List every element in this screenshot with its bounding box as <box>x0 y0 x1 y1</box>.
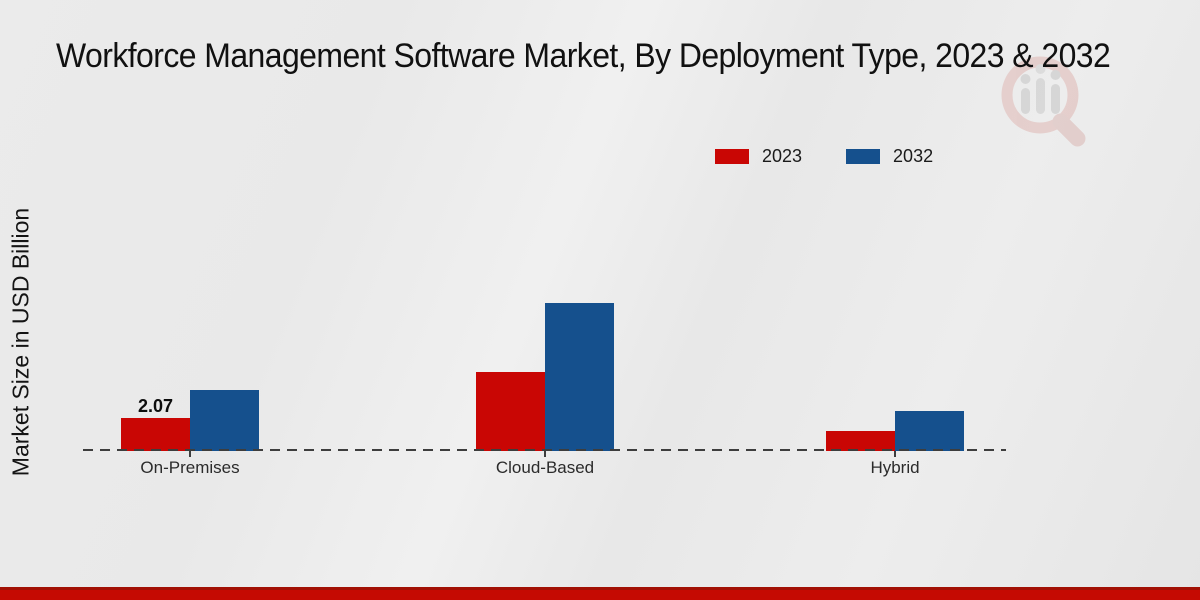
bar-2032-hybrid <box>895 411 964 451</box>
x-tick <box>894 451 896 457</box>
chart-title: Workforce Management Software Market, By… <box>56 37 1111 75</box>
y-axis-label: Market Size in USD Billion <box>7 207 34 477</box>
watermark-logo-icon <box>1001 56 1086 147</box>
bar-value-label: 2.07 <box>137 395 174 416</box>
x-axis-baseline <box>83 449 1006 451</box>
legend-label-2023: 2023 <box>762 146 803 166</box>
legend-swatch-2032 <box>846 149 881 164</box>
category-label-on-premises: On-Premises <box>140 458 240 477</box>
legend-item-2032: 2032 <box>846 146 933 167</box>
footer-accent-bar <box>0 587 1200 600</box>
bar-2023-on-premises <box>121 418 190 451</box>
bar-2032-cloud-based <box>545 303 614 451</box>
legend-label-2032: 2032 <box>893 146 934 166</box>
bar-2023-hybrid <box>826 431 895 451</box>
category-label-cloud-based: Cloud-Based <box>495 458 595 477</box>
bar-2032-on-premises <box>190 390 259 451</box>
legend-swatch-2023 <box>715 149 749 164</box>
category-label-hybrid: Hybrid <box>870 458 920 477</box>
x-tick <box>189 451 191 457</box>
legend: 2023 2032 <box>715 146 933 167</box>
x-tick <box>544 451 546 457</box>
bar-2023-cloud-based <box>476 372 545 451</box>
legend-item-2023: 2023 <box>715 146 802 167</box>
